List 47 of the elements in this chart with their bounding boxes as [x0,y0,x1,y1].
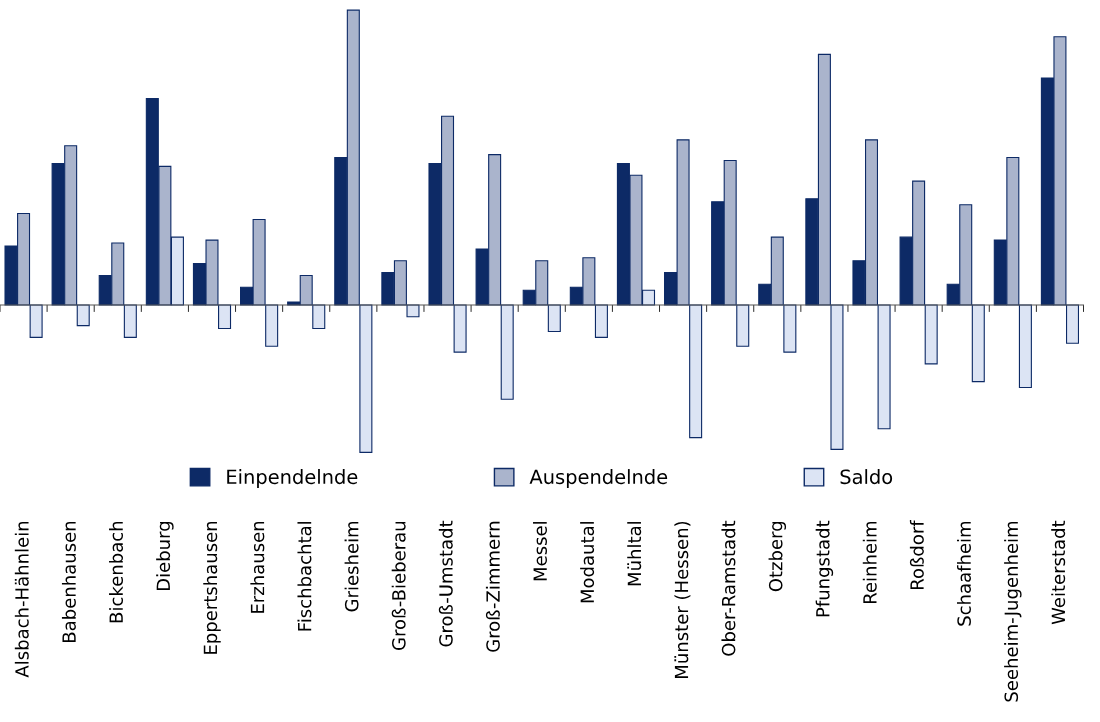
x-tick-label: Messel [533,522,547,581]
bar [783,304,797,353]
legend-label: Auspendelnde [529,469,668,488]
x-tick-label: Erzhausen [250,521,265,613]
x-tick-label: Reinheim [862,521,877,604]
bar [547,304,561,333]
x-tick-label: Fischbachtal [297,522,312,631]
bar [312,304,326,330]
bar [359,304,373,453]
x-tick-label: Pfungstadt [815,520,834,617]
legend-label: Saldo [840,469,893,485]
bar [1065,304,1080,344]
x-tick-label: Modautal [580,522,595,603]
bar [924,304,938,365]
bar [830,304,844,450]
x-tick-label: Alsbach-Hähnlein [14,521,29,678]
x-tick-label: Weiterstadt [1051,520,1066,625]
x-tick-label: Eppertshausen [203,521,221,654]
x-tick-label: Groß-Umstadt [438,520,453,647]
x-tick-label: Otzberg [768,521,787,592]
bar [76,304,90,327]
bar [406,304,420,318]
bar [218,304,232,330]
legend-label: Einpendelnde [227,469,358,488]
bar [689,304,703,439]
x-tick-label: Babenhausen [61,521,76,642]
x-tick-label: Groß-Zimmern [485,521,500,652]
bar [594,304,608,338]
x-tick-label: Bickenbach [109,521,124,623]
bar [265,304,279,347]
x-tick-label: Seeheim-Jugenheim [1004,521,1022,702]
x-tick-label: Münster (Hessen) [674,521,691,678]
x-tick-label: Groß-Bieberau [391,521,406,650]
bar [1018,304,1032,389]
bar [500,304,514,400]
bar [453,304,467,353]
x-tick-label: Schaafheim [956,521,971,626]
x-tick-label: Ober-Ramstadt [721,520,736,656]
bar [736,304,750,347]
bar [877,304,891,430]
x-tick-label: Griesheim [344,521,359,612]
bar [123,304,137,338]
x-tick-label: Dieburg [156,521,174,591]
bar [971,304,985,383]
bar [29,304,43,338]
x-tick-label: Roßdorf [909,520,924,590]
x-tick-label: Mühltal [627,522,642,586]
